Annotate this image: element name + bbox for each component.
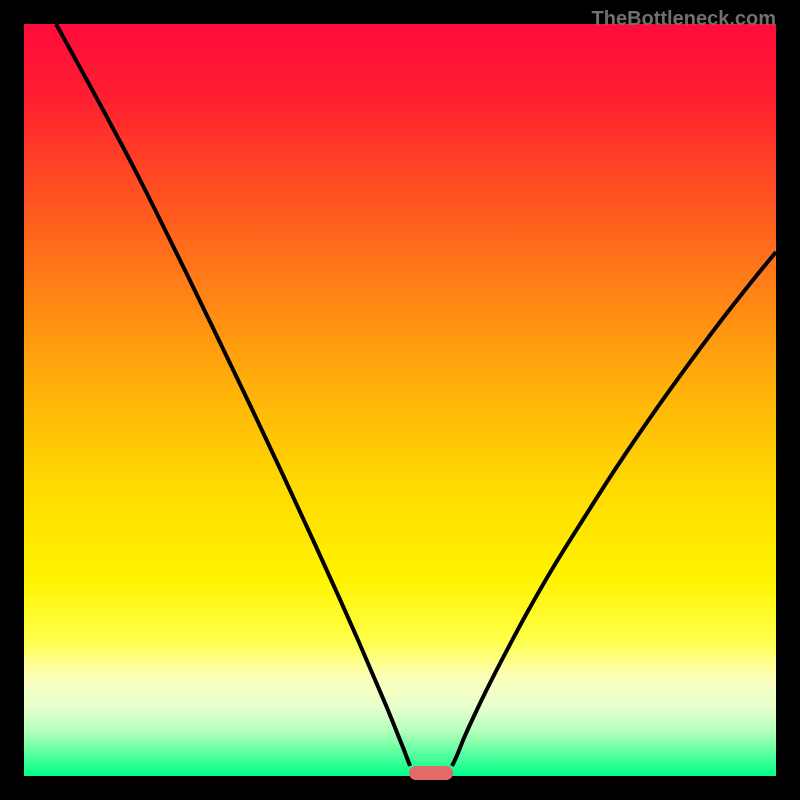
- watermark-text: TheBottleneck.com: [592, 8, 776, 31]
- chart-container: TheBottleneck.com: [0, 0, 800, 800]
- chart-svg: [0, 0, 800, 800]
- optimal-marker: [409, 766, 453, 780]
